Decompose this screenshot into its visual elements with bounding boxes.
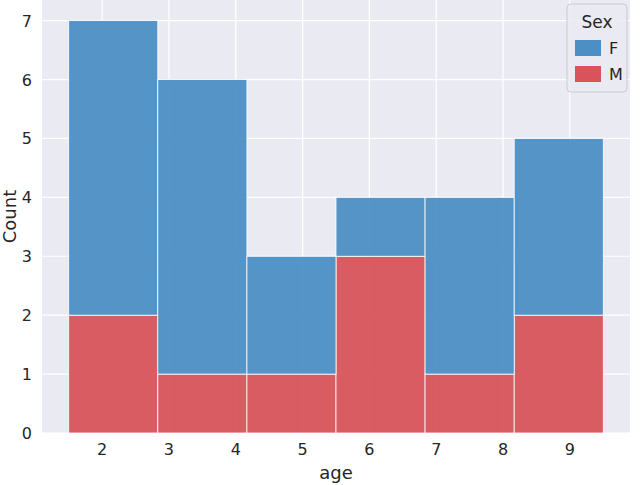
x-tick-label: 8 (498, 440, 508, 459)
x-tick-label: 3 (164, 440, 174, 459)
bar (158, 80, 247, 375)
y-tick-label: 2 (22, 306, 32, 325)
y-tick-label: 0 (22, 424, 32, 443)
bar (247, 256, 336, 374)
plot-background (42, 0, 630, 433)
bar (336, 197, 425, 256)
legend-title: Sex (581, 12, 612, 32)
ticks: 0 1 2 3 4 5 6 7 2 3 4 5 6 7 8 9 (22, 12, 575, 459)
y-tick-label: 4 (22, 188, 32, 207)
bars (69, 21, 604, 433)
bar (425, 374, 514, 433)
x-tick-label: 5 (297, 440, 307, 459)
bar (158, 374, 247, 433)
y-tick-label: 6 (22, 71, 32, 90)
bar (514, 138, 603, 315)
bar (336, 256, 425, 433)
chart: 0 1 2 3 4 5 6 7 2 3 4 5 6 7 8 9 age Count Sex FM (0, 0, 640, 485)
x-tick-label: 4 (231, 440, 241, 459)
legend-label: F (609, 39, 618, 58)
grid (42, 0, 630, 433)
legend-swatch (575, 40, 601, 56)
bar (425, 197, 514, 374)
legend-label: M (609, 65, 623, 84)
x-tick-label: 2 (97, 440, 107, 459)
x-tick-label: 7 (431, 440, 441, 459)
x-axis-label: age (319, 462, 353, 483)
bar (514, 315, 603, 433)
y-tick-label: 5 (22, 129, 32, 148)
y-tick-label: 3 (22, 247, 32, 266)
legend: Sex FM (567, 4, 627, 92)
y-tick-label: 7 (22, 12, 32, 31)
legend-box (567, 4, 627, 92)
bar (247, 374, 336, 433)
y-axis-label: Count (0, 190, 20, 243)
bar (69, 21, 158, 316)
x-tick-label: 9 (565, 440, 575, 459)
bar (69, 315, 158, 433)
y-tick-label: 1 (22, 365, 32, 384)
legend-swatch (575, 66, 601, 82)
x-tick-label: 6 (364, 440, 374, 459)
